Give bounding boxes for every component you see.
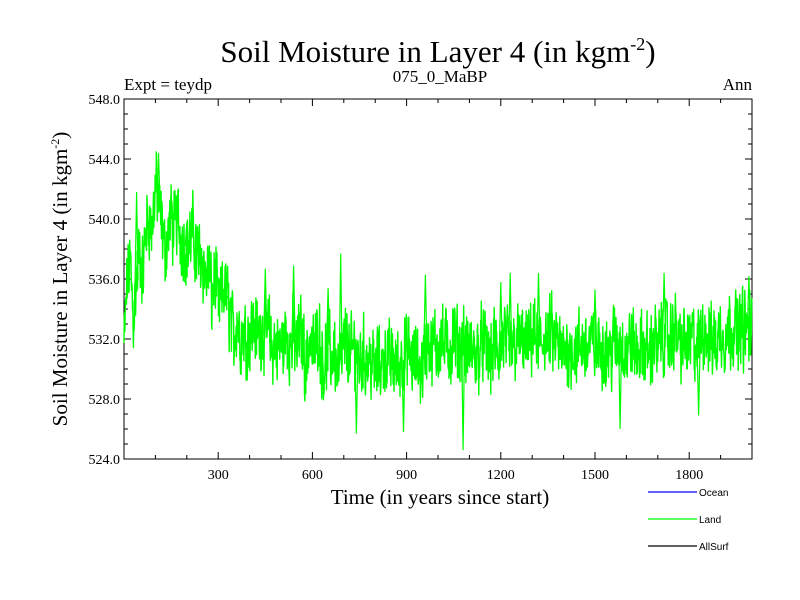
experiment-id: 075_0_MaBP bbox=[393, 67, 487, 86]
chart-title: Soil Moisture in Layer 4 (in kgm-2) bbox=[220, 34, 655, 69]
y-tick-label: 528.0 bbox=[89, 393, 121, 408]
y-axis-title-superscript: -2 bbox=[48, 139, 62, 149]
legend-label-allsurf: AllSurf bbox=[699, 542, 729, 553]
y-tick-label: 536.0 bbox=[89, 273, 121, 288]
legend-label-land: Land bbox=[699, 515, 721, 526]
land-series-line bbox=[123, 151, 753, 404]
y-tick-label: 532.0 bbox=[89, 333, 121, 348]
x-tick-label: 300 bbox=[208, 468, 229, 483]
y-axis-title: Soil Moisture in Layer 4 (in kgm-2) bbox=[48, 132, 72, 427]
y-tick-label: 548.0 bbox=[89, 93, 121, 108]
legend: Ocean Land AllSurf bbox=[648, 488, 729, 553]
x-tick-label: 1200 bbox=[487, 468, 515, 483]
period-label: Ann bbox=[723, 75, 753, 94]
y-tick-label: 524.0 bbox=[89, 453, 121, 468]
x-axis: 300 600 900 1200 1500 1800 bbox=[154, 99, 722, 483]
chart-title-superscript: -2 bbox=[630, 34, 645, 54]
y-tick-label: 544.0 bbox=[89, 153, 121, 168]
y-tick-label: 540.0 bbox=[89, 213, 121, 228]
experiment-label: Expt = teydp bbox=[124, 75, 212, 94]
x-axis-title: Time (in years since start) bbox=[331, 485, 550, 509]
y-axis: 524.0 528.0 532.0 536.0 540.0 544.0 548.0 bbox=[89, 93, 752, 468]
x-tick-label: 1500 bbox=[581, 468, 609, 483]
x-tick-label: 600 bbox=[302, 468, 323, 483]
land-series-spikes bbox=[134, 152, 751, 451]
legend-label-ocean: Ocean bbox=[699, 488, 728, 499]
series-layer bbox=[123, 151, 753, 451]
x-tick-label: 1800 bbox=[675, 468, 703, 483]
x-tick-label: 900 bbox=[396, 468, 417, 483]
